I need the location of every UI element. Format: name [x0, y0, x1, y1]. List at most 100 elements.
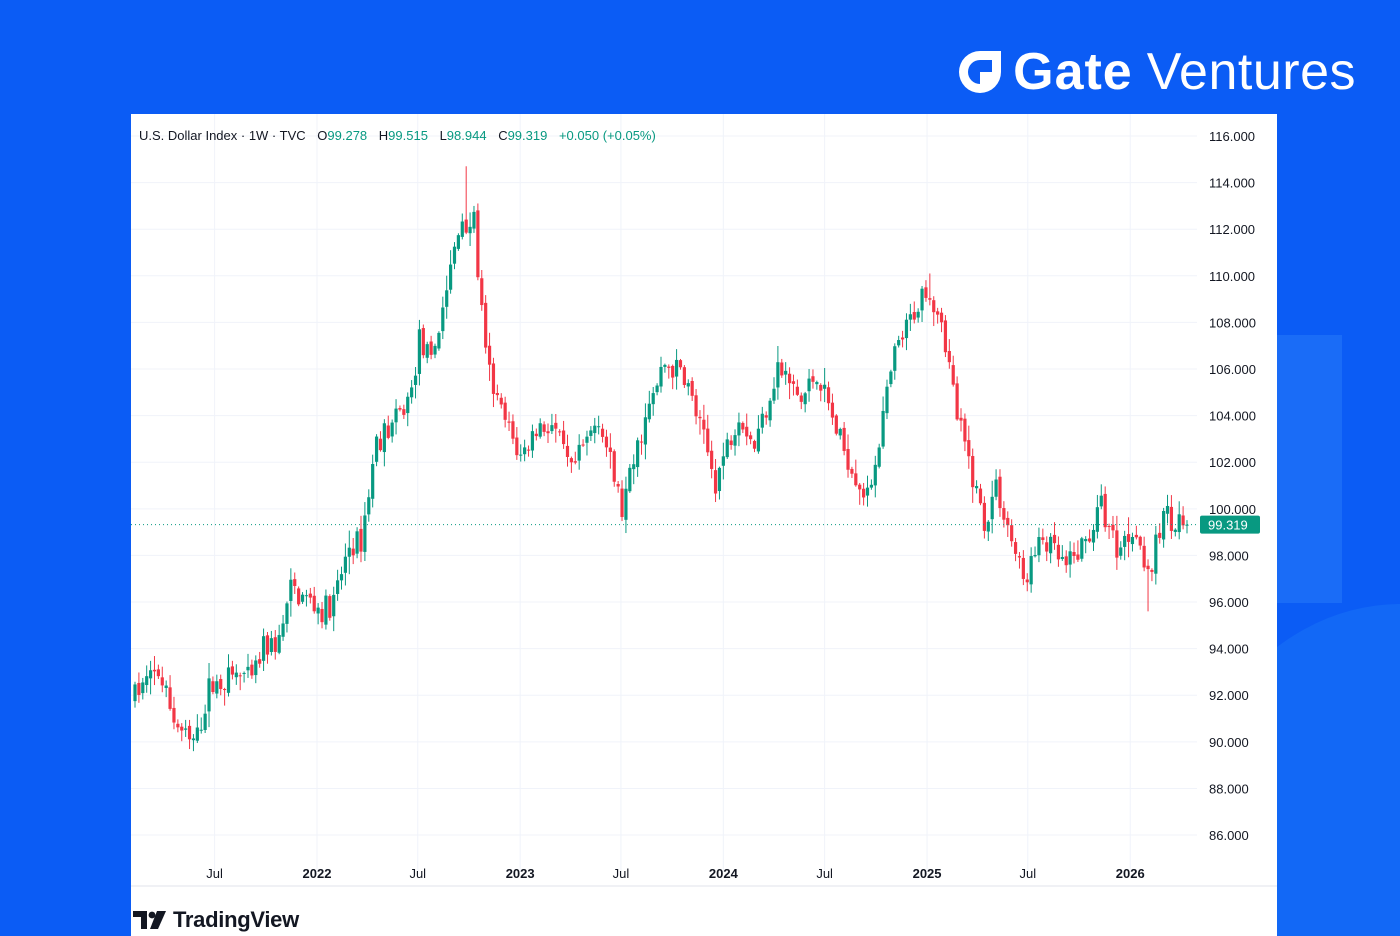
candle-down[interactable]: [1087, 538, 1092, 542]
candle-up[interactable]: [1080, 538, 1084, 559]
candle-down[interactable]: [943, 320, 948, 353]
candle-down[interactable]: [351, 548, 355, 556]
candle-up[interactable]: [367, 497, 371, 515]
candle-up[interactable]: [686, 383, 690, 387]
candle-up[interactable]: [1119, 547, 1123, 556]
candle-up[interactable]: [242, 672, 246, 674]
candle-up[interactable]: [413, 375, 418, 385]
candle-down[interactable]: [955, 383, 959, 420]
candle-down[interactable]: [219, 679, 223, 689]
candle-up[interactable]: [1037, 537, 1041, 556]
candle-down[interactable]: [620, 488, 624, 517]
candle-down[interactable]: [780, 362, 784, 376]
candle-up[interactable]: [394, 408, 398, 423]
candle-down[interactable]: [152, 669, 157, 672]
candle-down[interactable]: [328, 596, 332, 618]
candle-up[interactable]: [807, 378, 811, 392]
candle-down[interactable]: [928, 298, 932, 300]
candle-down[interactable]: [698, 416, 702, 419]
candle-down[interactable]: [176, 723, 180, 728]
candle-up[interactable]: [577, 444, 581, 461]
candle-up[interactable]: [339, 574, 344, 581]
candle-up[interactable]: [725, 439, 729, 458]
candle-up[interactable]: [838, 428, 842, 436]
candle-down[interactable]: [1013, 542, 1018, 554]
candle-up[interactable]: [1060, 556, 1064, 559]
candle-up[interactable]: [550, 425, 554, 432]
candle-down[interactable]: [1134, 534, 1138, 538]
candle-up[interactable]: [199, 729, 203, 731]
candle-down[interactable]: [297, 588, 301, 605]
candle-down[interactable]: [230, 666, 235, 675]
candle-up[interactable]: [417, 329, 422, 374]
candle-up[interactable]: [597, 426, 601, 428]
candle-up[interactable]: [881, 410, 885, 447]
candle-up[interactable]: [1173, 529, 1177, 532]
candle-down[interactable]: [1025, 579, 1029, 583]
candle-up[interactable]: [246, 666, 250, 671]
candle-up[interactable]: [289, 579, 293, 601]
candle-up[interactable]: [647, 403, 651, 420]
candle-up[interactable]: [445, 290, 449, 307]
candle-up[interactable]: [756, 428, 761, 452]
candle-up[interactable]: [355, 531, 359, 554]
candle-down[interactable]: [573, 461, 577, 463]
candle-down[interactable]: [421, 328, 425, 356]
candle-down[interactable]: [581, 444, 585, 446]
candle-down[interactable]: [710, 450, 714, 469]
candle-up[interactable]: [865, 487, 870, 496]
candlestick-chart[interactable]: 116.000 114.000 112.000 110.000 108.000 106.0…: [131, 114, 1277, 904]
candle-down[interactable]: [752, 440, 757, 449]
candle-up[interactable]: [737, 422, 741, 436]
candle-up[interactable]: [343, 556, 347, 573]
candle-down[interactable]: [600, 428, 605, 437]
candle-down[interactable]: [265, 635, 270, 655]
candle-down[interactable]: [667, 366, 671, 368]
candle-down[interactable]: [526, 449, 531, 451]
candle-down[interactable]: [795, 386, 799, 395]
candle-up[interactable]: [141, 682, 145, 694]
candle-down[interactable]: [1076, 554, 1080, 560]
candle-down[interactable]: [749, 435, 753, 440]
candle-up[interactable]: [1049, 536, 1053, 554]
candle-down[interactable]: [694, 395, 698, 417]
candle-down[interactable]: [156, 669, 160, 677]
candle-up[interactable]: [347, 547, 351, 557]
candle-up[interactable]: [261, 636, 266, 661]
candle-down[interactable]: [811, 376, 815, 382]
candle-up[interactable]: [363, 515, 367, 552]
candle-down[interactable]: [924, 287, 928, 298]
candle-down[interactable]: [211, 681, 215, 693]
candle-up[interactable]: [148, 670, 153, 679]
candle-down[interactable]: [546, 431, 550, 434]
candle-down[interactable]: [862, 488, 866, 498]
candle-up[interactable]: [195, 727, 199, 741]
candle-up[interactable]: [382, 423, 386, 453]
candle-up[interactable]: [589, 430, 593, 436]
candle-down[interactable]: [1045, 542, 1049, 552]
candle-up[interactable]: [456, 235, 460, 249]
candle-up[interactable]: [908, 314, 912, 320]
candle-down[interactable]: [491, 363, 496, 394]
candle-down[interactable]: [511, 421, 515, 439]
candle-up[interactable]: [164, 685, 168, 688]
candle-up[interactable]: [468, 226, 472, 234]
candle-down[interactable]: [819, 384, 823, 391]
candle-up[interactable]: [659, 366, 663, 387]
candle-up[interactable]: [1068, 551, 1072, 565]
candle-down[interactable]: [729, 440, 733, 446]
candle-down[interactable]: [612, 451, 616, 482]
candle-down[interactable]: [1142, 545, 1146, 568]
candle-down[interactable]: [137, 682, 141, 695]
candle-down[interactable]: [484, 302, 488, 348]
candle-up[interactable]: [663, 364, 667, 367]
candle-up[interactable]: [215, 681, 219, 694]
candle-up[interactable]: [523, 447, 527, 455]
candle-up[interactable]: [897, 340, 901, 346]
candle-up[interactable]: [133, 684, 137, 702]
candle-down[interactable]: [1150, 569, 1154, 572]
candle-down[interactable]: [1006, 517, 1010, 526]
candle-down[interactable]: [639, 441, 644, 443]
candle-up[interactable]: [624, 488, 628, 520]
candle-down[interactable]: [464, 219, 468, 233]
